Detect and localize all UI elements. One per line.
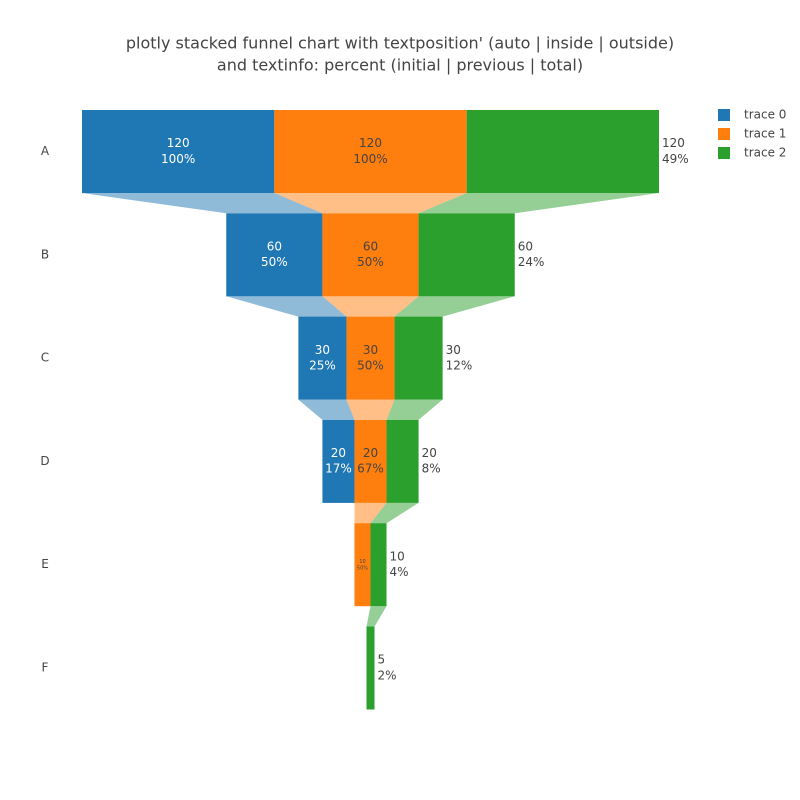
funnel-bar (322, 419, 355, 503)
funnel-bar (354, 523, 371, 607)
legend-swatch (718, 109, 730, 121)
connector (366, 606, 387, 627)
funnel-bar (298, 316, 347, 400)
data-label: 24% (518, 255, 545, 269)
data-label: 60 (363, 240, 378, 254)
y-tick-label: A (41, 144, 50, 158)
data-label: 25% (309, 358, 336, 372)
data-label: 67% (357, 462, 384, 476)
chart-title: plotly stacked funnel chart with textpos… (126, 34, 674, 53)
legend-label: trace 2 (744, 146, 786, 160)
legend-label: trace 1 (744, 127, 786, 141)
data-label: 120 (359, 136, 382, 150)
data-label: 30 (315, 343, 330, 357)
connector (346, 399, 395, 420)
y-tick-label: B (41, 247, 49, 261)
connector (322, 296, 419, 317)
y-tick-label: E (41, 557, 49, 571)
data-label: 60 (518, 240, 533, 254)
funnel-bar (82, 110, 275, 193)
connector (386, 399, 443, 420)
data-label: 100% (161, 152, 195, 166)
connector (354, 502, 387, 524)
funnel-bar (354, 419, 387, 503)
funnel-bar (370, 523, 387, 607)
funnel-bar (322, 213, 419, 297)
connector (298, 399, 355, 420)
funnel-bar (466, 110, 659, 193)
connector (370, 502, 419, 524)
data-label: 2% (378, 668, 397, 682)
data-label: 20 (331, 446, 346, 460)
connector (418, 193, 659, 214)
funnel-bar (346, 316, 395, 400)
funnel-bar (366, 626, 375, 710)
y-tick-label: F (42, 661, 49, 675)
connector (82, 193, 323, 214)
data-label: 10 (390, 549, 405, 563)
data-label: 17% (325, 462, 352, 476)
y-tick-label: D (40, 454, 49, 468)
funnel-bar (394, 316, 443, 400)
funnel-bar (418, 213, 515, 297)
funnel-bar (226, 213, 323, 297)
data-label: 120 (167, 136, 190, 150)
data-label: 50% (357, 255, 384, 269)
funnel-bar (386, 419, 419, 503)
data-label: 4% (390, 565, 409, 579)
data-label: 50% (261, 255, 288, 269)
data-label: 20 (422, 446, 437, 460)
connector (274, 193, 467, 214)
connector (394, 296, 515, 317)
data-label: 60 (267, 240, 282, 254)
data-label: 30 (446, 343, 461, 357)
chart-title: and textinfo: percent (initial | previou… (217, 56, 583, 75)
legend-swatch (718, 128, 730, 140)
data-label: 8% (422, 462, 441, 476)
data-label: 49% (662, 152, 689, 166)
data-label: 30 (363, 343, 378, 357)
data-label: 120 (662, 136, 685, 150)
data-label: 50% (357, 358, 384, 372)
data-label: 50% (357, 565, 368, 571)
connector (226, 296, 347, 317)
data-label: 20 (363, 446, 378, 460)
y-tick-label: C (41, 351, 49, 365)
data-label: 12% (446, 358, 473, 372)
legend-label: trace 0 (744, 108, 786, 122)
data-label: 5 (378, 653, 386, 667)
data-label: 100% (353, 152, 387, 166)
funnel-bar (274, 110, 467, 193)
data-label: 10 (359, 559, 365, 565)
legend-swatch (718, 147, 730, 159)
